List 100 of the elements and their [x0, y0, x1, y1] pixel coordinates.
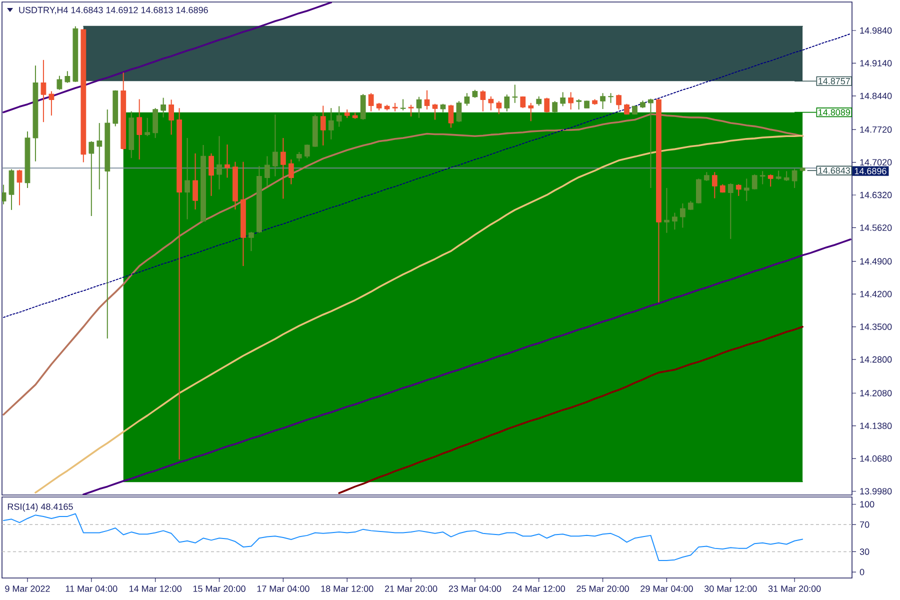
- x-tick-label: 15 Mar 20:00: [193, 586, 246, 592]
- annotation: 14.6843: [818, 167, 850, 174]
- candlestick: [304, 144, 310, 159]
- candlestick: [456, 100, 462, 123]
- line-series: [2, 2, 332, 114]
- candlestick: [480, 90, 486, 112]
- y-tick-label: 14.4200: [860, 290, 892, 298]
- candlestick: [784, 170, 790, 182]
- candlestick: [360, 94, 366, 120]
- candlestick: [160, 97, 166, 118]
- candlestick: [88, 140, 94, 217]
- candlestick: [792, 168, 798, 188]
- candlestick: [504, 94, 510, 112]
- candlestick: [712, 172, 718, 199]
- x-tick-label: 30 Mar 12:00: [704, 586, 757, 592]
- y-tick-label: 14.8440: [860, 92, 892, 100]
- candlestick: [368, 92, 374, 112]
- x-tick-label: 23 Mar 04:00: [448, 586, 502, 592]
- candlestick: [752, 174, 758, 190]
- candlestick: [616, 94, 622, 110]
- candlestick: [248, 231, 254, 252]
- y-tick-label: 0: [860, 568, 864, 576]
- y-tick-label: 14.0680: [860, 455, 892, 462]
- candlestick: [16, 169, 22, 206]
- candlestick: [768, 174, 774, 188]
- candlestick: [648, 98, 654, 188]
- candlestick: [560, 92, 566, 107]
- annotation: 14.8089: [818, 109, 850, 116]
- candlestick: [336, 106, 342, 128]
- candlestick: [568, 92, 574, 110]
- candlestick: [168, 99, 174, 136]
- candlestick: [664, 187, 670, 234]
- line-series: [2, 113, 804, 416]
- candlestick: [760, 170, 766, 185]
- candlestick: [64, 70, 70, 84]
- candlestick: [672, 212, 678, 230]
- candlestick: [496, 100, 502, 115]
- candlestick: [552, 100, 558, 114]
- line-series: [34, 134, 804, 494]
- y-tick-label: 14.2800: [860, 356, 892, 363]
- x-tick-label: 9 Mar 2022: [5, 586, 50, 592]
- candlestick: [432, 103, 438, 120]
- x-tick-label: 29 Mar 04:00: [640, 586, 693, 592]
- y-tick-label: 14.1380: [860, 422, 892, 430]
- candlestick: [424, 90, 430, 110]
- candlestick: [728, 182, 734, 240]
- text: RSI(14) 48.4165: [8, 503, 73, 512]
- y-tick-label: 14.2080: [860, 390, 892, 396]
- candlestick: [144, 117, 150, 137]
- candlestick: [576, 98, 582, 110]
- y-tick-label: 14.9840: [860, 27, 892, 34]
- y-tick-label: 30: [860, 548, 870, 555]
- y-tick-label: 14.9140: [860, 60, 892, 66]
- y-tick-label: 14.7020: [860, 159, 892, 166]
- x-tick-label: 14 Mar 12:00: [130, 586, 182, 592]
- candlestick: [208, 152, 214, 196]
- candlestick: [744, 178, 750, 202]
- y-tick-label: 70: [860, 521, 870, 528]
- y-tick-label: 14.3500: [860, 324, 892, 330]
- candlestick: [48, 90, 54, 116]
- candlestick: [56, 75, 62, 90]
- x-tick-label: 24 Mar 12:00: [512, 586, 566, 592]
- x-tick-label: 21 Mar 20:00: [384, 586, 438, 592]
- candlestick: [184, 137, 190, 220]
- candlestick: [320, 105, 326, 146]
- candlestick: [680, 202, 686, 228]
- x-tick-label: 18 Mar 12:00: [321, 586, 374, 592]
- candlestick: [488, 96, 494, 111]
- candlestick: [328, 108, 334, 140]
- candlestick: [608, 92, 614, 104]
- ref-line-label: 14.6896: [854, 168, 886, 174]
- candlestick: [448, 104, 454, 128]
- candlestick: [696, 178, 702, 204]
- x-tick-label: 11 Mar 04:00: [66, 586, 118, 592]
- x-tick-label: 17 Mar 04:00: [257, 586, 310, 592]
- candlestick: [408, 104, 414, 117]
- candlestick: [264, 156, 270, 187]
- candlestick: [400, 98, 406, 111]
- candlestick: [544, 97, 550, 114]
- candlestick: [272, 114, 278, 177]
- candlestick: [152, 108, 158, 138]
- candlestick: [600, 92, 606, 110]
- candlestick: [296, 151, 302, 162]
- candlestick: [536, 96, 542, 106]
- y-tick-label: 13.9980: [860, 488, 892, 494]
- y-tick-label: 14.7720: [860, 126, 892, 133]
- candlestick: [280, 137, 286, 200]
- candlestick: [528, 102, 534, 122]
- candlestick: [192, 152, 198, 210]
- candlestick: [8, 168, 14, 210]
- candlestick: [216, 136, 222, 190]
- line-series: [338, 326, 804, 494]
- x-tick-label: 25 Mar 20:00: [576, 586, 629, 592]
- chart-title: USDTRY,H4 14.6843 14.6912 14.6813 14.6896: [19, 6, 208, 14]
- y-tick-label: 14.5620: [860, 224, 892, 231]
- annotation: 14.8757: [818, 78, 850, 84]
- candlestick: [416, 96, 422, 118]
- candlestick: [224, 144, 230, 178]
- y-tick-label: 14.6320: [860, 192, 892, 198]
- y-tick-label: 14.4900: [860, 258, 892, 265]
